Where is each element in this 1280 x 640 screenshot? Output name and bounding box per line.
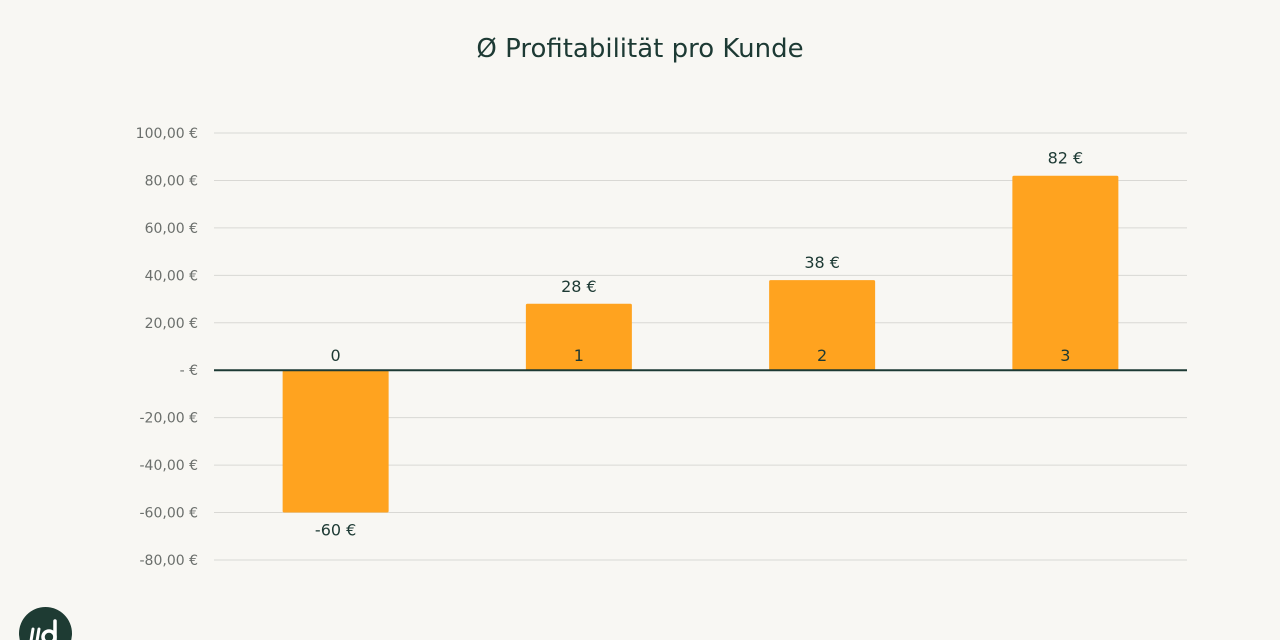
y-tick-label: 100,00 €	[136, 126, 198, 142]
data-label: 28 €	[561, 277, 597, 296]
category-label: 3	[1060, 346, 1070, 365]
chart-title: Ø Profitabilität pro Kunde	[476, 34, 804, 64]
bar-2	[769, 280, 876, 371]
y-tick-label: -20,00 €	[140, 411, 199, 427]
y-tick-label: - €	[180, 363, 198, 379]
data-label: -60 €	[315, 521, 356, 540]
data-labels: -60 € 28 € 38 € 82 €	[315, 149, 1083, 540]
bar-1	[525, 303, 632, 371]
data-label: 38 €	[804, 253, 840, 272]
y-tick-label: 60,00 €	[145, 221, 198, 237]
y-tick-label: -40,00 €	[140, 458, 199, 474]
bar-0	[282, 370, 389, 513]
y-axis-tick-labels: 100,00 € 80,00 € 60,00 € 40,00 € 20,00 € - € -…	[136, 126, 198, 569]
logo-glyph	[29, 619, 57, 640]
y-tick-label: 40,00 €	[145, 268, 198, 284]
y-tick-label: 20,00 €	[145, 316, 198, 332]
category-labels: 0 1 2 3	[331, 346, 1071, 365]
data-label: 82 €	[1048, 149, 1084, 168]
bars	[282, 175, 1119, 513]
y-tick-label: 80,00 €	[145, 173, 198, 189]
category-label: 2	[817, 346, 827, 365]
brand-logo-icon	[19, 607, 72, 640]
category-label: 0	[331, 346, 341, 365]
y-tick-label: -80,00 €	[140, 553, 199, 569]
y-tick-label: -60,00 €	[140, 506, 199, 522]
bar-3	[1012, 175, 1119, 371]
category-label: 1	[574, 346, 584, 365]
